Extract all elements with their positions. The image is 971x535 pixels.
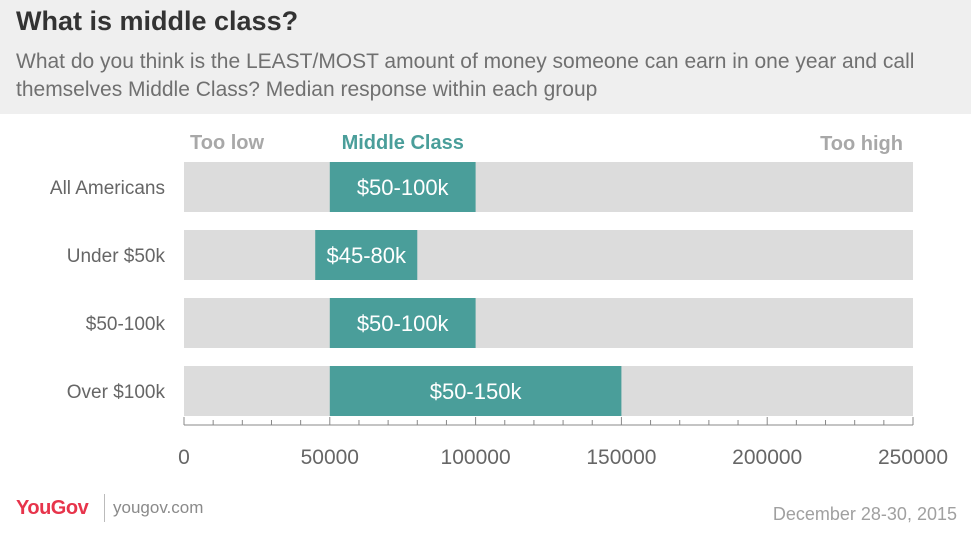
logo-you-text: You — [16, 497, 51, 519]
page-subtitle: What do you think is the LEAST/MOST amou… — [16, 50, 915, 101]
category-label: Over $100k — [67, 382, 166, 403]
logo-gov-text: Gov — [50, 497, 89, 519]
middle-class-range-chart: Too low Middle Class Too high $50-100k All A… — [50, 132, 948, 469]
middle-class-range-bar — [329, 366, 622, 416]
middle-class-range-bar — [329, 162, 476, 212]
zone-label-middle-class: Middle Class — [342, 132, 464, 154]
zone-label-too-low: Too low — [190, 132, 264, 154]
header: What is middle class? What do you think … — [0, 0, 971, 114]
x-tick-label: 100000 — [441, 446, 511, 469]
zone-label-too-high: Too high — [820, 133, 903, 155]
x-tick-label: 200000 — [732, 446, 802, 469]
row-background-bar — [184, 230, 913, 280]
category-label: $50-100k — [86, 314, 166, 335]
x-tick-label: 50000 — [301, 446, 359, 469]
row-background-bar — [184, 162, 913, 212]
survey-date: December 28-30, 2015 — [772, 504, 957, 524]
x-tick-label: 250000 — [878, 446, 948, 469]
range-data-label: $50-100k — [357, 311, 450, 336]
x-tick-label: 0 — [178, 446, 190, 469]
category-label: Under $50k — [67, 246, 166, 267]
footer-divider — [104, 494, 105, 522]
middle-class-range-bar — [315, 230, 418, 280]
middle-class-range-bar — [329, 298, 476, 348]
x-tick-label: 150000 — [586, 446, 656, 469]
page-title: What is middle class? — [16, 6, 299, 36]
range-data-label: $50-100k — [357, 175, 450, 200]
range-data-label: $45-80k — [326, 243, 407, 268]
category-label: All Americans — [50, 178, 165, 199]
range-data-label: $50-150k — [430, 379, 523, 404]
yougov-logo: YouGov — [16, 497, 89, 520]
footer-site-link[interactable]: yougov.com — [113, 498, 204, 517]
row-background-bar — [184, 298, 913, 348]
